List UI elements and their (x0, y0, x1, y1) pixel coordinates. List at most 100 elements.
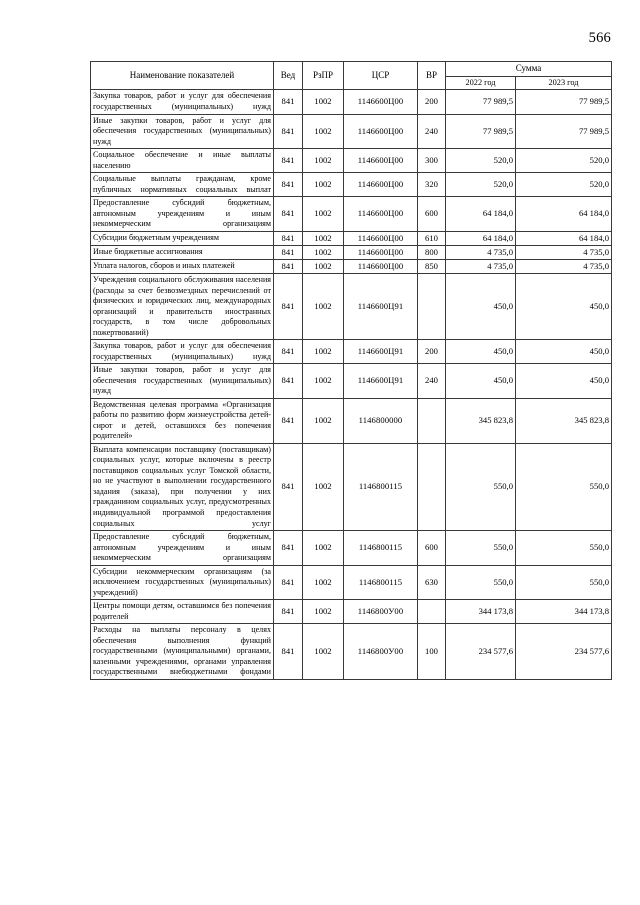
table-row: Предоставление субсидий бюджетным, автон… (90, 196, 613, 232)
table-row: Социальное обеспечение и иные выплаты на… (90, 148, 613, 174)
header-row-primary: Наименование показателей Вед РзПР ЦСР ВР… (90, 60, 613, 91)
cell-csr: 1146600Ц91 (343, 339, 418, 365)
cell-vr: 630 (417, 564, 446, 601)
cell-vr (417, 397, 446, 444)
cell-sum-2023: 4 735,0 (514, 244, 613, 261)
cell-csr: 1146800000 (343, 397, 418, 444)
cell-indicator-name: Закупка товаров, работ и услуг для обесп… (90, 339, 274, 365)
cell-vr (417, 442, 446, 532)
cell-rzpr: 1002 (302, 339, 344, 365)
cell-vr: 240 (417, 113, 446, 150)
cell-indicator-name: Субсидии бюджетным учреждениям (90, 230, 274, 246)
table-row: Предоставление субсидий бюджетным, автон… (90, 530, 613, 566)
cell-indicator-name: Иные закупки товаров, работ и услуг для … (90, 113, 274, 150)
table-header: Наименование показателей Вед РзПР ЦСР ВР… (90, 60, 613, 91)
cell-sum-2022: 550,0 (445, 530, 516, 566)
cell-rzpr: 1002 (302, 397, 344, 444)
cell-csr: 1146600Ц00 (343, 89, 418, 115)
cell-indicator-name: Социальное обеспечение и иные выплаты на… (90, 148, 274, 174)
cell-indicator-name: Расходы на выплаты персоналу в целях обе… (90, 623, 274, 680)
cell-sum-2023: 520,0 (514, 172, 613, 198)
cell-indicator-name: Уплата налогов, сборов и иных платежей (90, 258, 274, 275)
cell-sum-2023: 64 184,0 (514, 230, 613, 246)
cell-sum-2022: 77 989,5 (445, 113, 516, 150)
cell-ved: 841 (273, 623, 303, 680)
table-row: Центры помощи детям, оставшимся без попе… (90, 599, 613, 625)
cell-csr: 1146800115 (343, 442, 418, 532)
cell-sum-2023: 234 577,6 (514, 623, 613, 680)
cell-sum-2022: 77 989,5 (445, 89, 516, 115)
cell-csr: 1146600Ц00 (343, 113, 418, 150)
cell-sum-2022: 550,0 (445, 564, 516, 601)
column-header-name: Наименование показателей (90, 60, 274, 91)
column-header-vr: ВР (417, 60, 446, 91)
cell-ved: 841 (273, 172, 303, 198)
cell-ved: 841 (273, 339, 303, 365)
cell-ved: 841 (273, 258, 303, 275)
table-row: Субсидии бюджетным учреждениям 841 1002 114… (90, 230, 613, 246)
cell-rzpr: 1002 (302, 623, 344, 680)
cell-csr: 1146600Ц00 (343, 258, 418, 275)
cell-csr: 1146800115 (343, 564, 418, 601)
cell-vr: 300 (417, 148, 446, 174)
table-row: Иные закупки товаров, работ и услуг для … (90, 113, 613, 150)
cell-csr: 1146600Ц00 (343, 148, 418, 174)
cell-rzpr: 1002 (302, 442, 344, 532)
cell-vr (417, 599, 446, 625)
cell-vr: 200 (417, 339, 446, 365)
cell-sum-2023: 77 989,5 (514, 113, 613, 150)
cell-sum-2022: 4 735,0 (445, 258, 516, 275)
cell-sum-2022: 450,0 (445, 339, 516, 365)
cell-vr: 600 (417, 530, 446, 566)
cell-rzpr: 1002 (302, 599, 344, 625)
cell-sum-2023: 550,0 (514, 442, 613, 532)
cell-sum-2023: 450,0 (514, 273, 613, 341)
column-header-ved: Вед (273, 60, 303, 91)
cell-sum-2023: 77 989,5 (514, 89, 613, 115)
cell-sum-2023: 450,0 (514, 363, 613, 399)
cell-vr: 100 (417, 623, 446, 680)
cell-rzpr: 1002 (302, 363, 344, 399)
cell-ved: 841 (273, 397, 303, 444)
cell-rzpr: 1002 (302, 113, 344, 150)
column-header-year-2022: 2022 год (445, 75, 516, 91)
cell-sum-2022: 234 577,6 (445, 623, 516, 680)
cell-sum-2023: 4 735,0 (514, 258, 613, 275)
cell-rzpr: 1002 (302, 148, 344, 174)
cell-vr: 240 (417, 363, 446, 399)
cell-sum-2022: 520,0 (445, 148, 516, 174)
table-row: Субсидии некоммерческим организациям (за… (90, 564, 613, 601)
cell-indicator-name: Закупка товаров, работ и услуг для обесп… (90, 89, 274, 115)
column-header-year-2023: 2023 год (514, 75, 613, 91)
cell-ved: 841 (273, 599, 303, 625)
cell-sum-2022: 64 184,0 (445, 196, 516, 232)
cell-sum-2022: 344 173,8 (445, 599, 516, 625)
cell-csr: 1146600Ц00 (343, 172, 418, 198)
cell-rzpr: 1002 (302, 196, 344, 232)
cell-indicator-name: Выплата компенсации поставщику (поставщи… (90, 442, 274, 532)
cell-rzpr: 1002 (302, 244, 344, 261)
cell-rzpr: 1002 (302, 564, 344, 601)
cell-ved: 841 (273, 363, 303, 399)
table-row: Расходы на выплаты персоналу в целях обе… (90, 623, 613, 680)
cell-csr: 1146800115 (343, 530, 418, 566)
cell-ved: 841 (273, 230, 303, 246)
cell-rzpr: 1002 (302, 230, 344, 246)
cell-ved: 841 (273, 244, 303, 261)
cell-indicator-name: Предоставление субсидий бюджетным, автон… (90, 196, 274, 232)
table-row: Выплата компенсации поставщику (поставщи… (90, 442, 613, 532)
table-body: Закупка товаров, работ и услуг для обесп… (90, 89, 613, 680)
cell-vr: 320 (417, 172, 446, 198)
cell-sum-2022: 520,0 (445, 172, 516, 198)
column-header-summa: Сумма (444, 61, 613, 77)
cell-vr: 800 (417, 244, 446, 261)
cell-sum-2023: 345 823,8 (514, 397, 613, 444)
cell-indicator-name: Субсидии некоммерческим организациям (за… (90, 564, 274, 601)
cell-ved: 841 (273, 564, 303, 601)
cell-sum-2023: 550,0 (514, 530, 613, 566)
cell-sum-2022: 550,0 (445, 442, 516, 532)
cell-ved: 841 (273, 89, 303, 115)
cell-rzpr: 1002 (302, 89, 344, 115)
cell-sum-2023: 550,0 (514, 564, 613, 601)
